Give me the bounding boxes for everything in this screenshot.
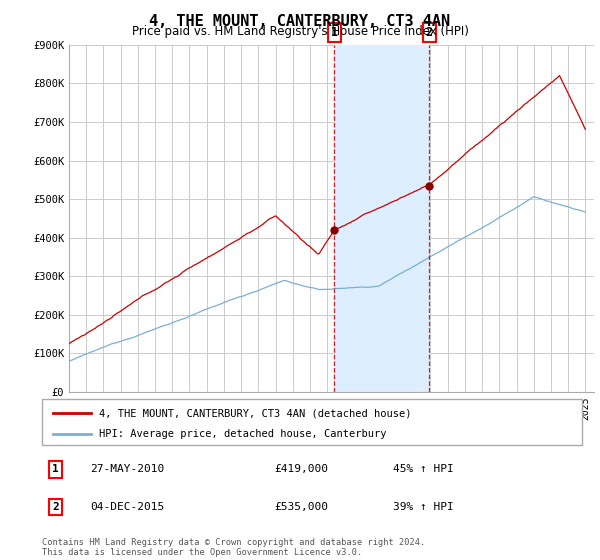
- Text: 39% ↑ HPI: 39% ↑ HPI: [393, 502, 454, 512]
- Text: 4, THE MOUNT, CANTERBURY, CT3 4AN (detached house): 4, THE MOUNT, CANTERBURY, CT3 4AN (detac…: [98, 408, 411, 418]
- Text: 45% ↑ HPI: 45% ↑ HPI: [393, 464, 454, 474]
- Text: 4, THE MOUNT, CANTERBURY, CT3 4AN: 4, THE MOUNT, CANTERBURY, CT3 4AN: [149, 14, 451, 29]
- Text: 2: 2: [52, 502, 59, 512]
- Bar: [334, 45, 429, 392]
- Text: 27-MAY-2010: 27-MAY-2010: [91, 464, 165, 474]
- Text: 1: 1: [52, 464, 59, 474]
- Text: Price paid vs. HM Land Registry's House Price Index (HPI): Price paid vs. HM Land Registry's House …: [131, 25, 469, 38]
- Text: 04-DEC-2015: 04-DEC-2015: [91, 502, 165, 512]
- Text: HPI: Average price, detached house, Canterbury: HPI: Average price, detached house, Cant…: [98, 429, 386, 438]
- Text: 2: 2: [425, 26, 433, 39]
- Text: £419,000: £419,000: [274, 464, 328, 474]
- FancyBboxPatch shape: [42, 399, 582, 445]
- Text: Contains HM Land Registry data © Crown copyright and database right 2024.
This d: Contains HM Land Registry data © Crown c…: [42, 538, 425, 557]
- Text: 1: 1: [331, 26, 338, 39]
- Text: £535,000: £535,000: [274, 502, 328, 512]
